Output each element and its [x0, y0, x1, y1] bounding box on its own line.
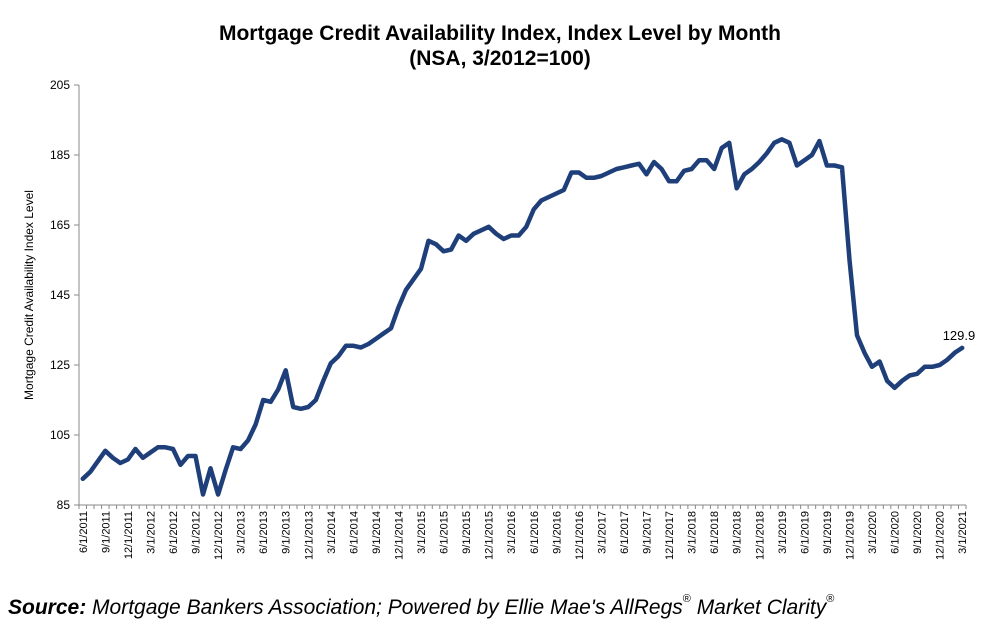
data-label-last: 129.9	[943, 328, 976, 343]
x-tick-label: 12/1/2019	[844, 511, 856, 560]
x-tick-label: 3/1/2019	[777, 511, 789, 554]
source-lead: Source:	[8, 596, 87, 619]
y-tick-label: 125	[50, 358, 70, 372]
x-tick-label: 6/1/2012	[168, 511, 180, 554]
x-tick-label: 12/1/2016	[574, 511, 586, 560]
x-tick-label: 6/1/2015	[439, 511, 451, 554]
y-axis-label: Mortgage Credit Availability Index Level	[22, 190, 36, 400]
chart-subtitle: (NSA, 3/2012=100)	[409, 47, 591, 70]
x-tick-label: 6/1/2013	[258, 511, 270, 554]
x-tick-label: 12/1/2018	[754, 511, 766, 560]
source-note: Source: Mortgage Bankers Association; Po…	[8, 593, 835, 620]
x-tick-label: 6/1/2011	[78, 511, 90, 553]
series-line	[80, 137, 965, 497]
x-tick-label: 6/1/2016	[529, 511, 541, 554]
x-tick-label: 9/1/2015	[461, 511, 473, 554]
y-tick-label: 85	[57, 498, 71, 512]
x-tick-label: 3/1/2013	[236, 511, 248, 554]
x-tick-label: 12/1/2013	[303, 511, 315, 560]
x-tick-label: 3/1/2017	[596, 511, 608, 554]
x-tick-label: 9/1/2016	[551, 511, 563, 554]
x-tick-label: 9/1/2020	[912, 511, 924, 554]
x-tick-label: 9/1/2012	[191, 511, 203, 554]
x-tick-label: 12/1/2017	[664, 511, 676, 560]
y-tick-label: 145	[50, 288, 70, 302]
x-tick-label: 6/1/2020	[890, 511, 902, 554]
y-tick-label: 185	[50, 148, 70, 162]
registered-mark: ®	[682, 593, 691, 605]
x-tick-label: 3/1/2012	[145, 511, 157, 554]
source-text: Mortgage Bankers Association; Powered by…	[86, 596, 683, 619]
x-tick-label: 9/1/2014	[371, 511, 383, 554]
x-tick-label: 12/1/2012	[213, 511, 225, 560]
x-tick-label: 9/1/2019	[822, 511, 834, 554]
chart-title: Mortgage Credit Availability Index, Inde…	[218, 22, 782, 45]
x-tick-label: 6/1/2018	[709, 511, 721, 554]
x-tick-label: 6/1/2019	[799, 511, 811, 554]
source-text-2: Market Clarity	[690, 596, 827, 619]
y-tick-label: 205	[50, 78, 70, 92]
x-tick-label: 3/1/2016	[506, 511, 518, 554]
x-tick-label: 12/1/2011	[123, 511, 135, 559]
x-tick-label: 9/1/2011	[100, 511, 112, 553]
line-chart: 85 105 125 145 165 185 205 6/1/2011 9/1/2011 12/…	[22, 78, 976, 560]
x-tick-label: 3/1/2018	[687, 511, 699, 554]
registered-mark: ®	[826, 593, 835, 605]
x-tick-label: 12/1/2015	[484, 511, 496, 560]
x-tick-label: 3/1/2014	[326, 511, 338, 554]
x-tick-label: 12/1/2014	[393, 511, 405, 560]
x-tick-label: 6/1/2017	[619, 511, 631, 554]
x-tick-label: 3/1/2021	[957, 511, 969, 554]
x-tick-label: 3/1/2015	[416, 511, 428, 554]
x-tick-label: 12/1/2020	[935, 511, 947, 560]
x-tick-label: 9/1/2017	[642, 511, 654, 554]
x-tick-label: 6/1/2014	[348, 511, 360, 554]
x-tick-label: 3/1/2020	[867, 511, 879, 554]
y-tick-label: 165	[50, 218, 70, 232]
x-tick-label: 9/1/2013	[281, 511, 293, 554]
y-tick-label: 105	[50, 428, 70, 442]
x-tick-label: 9/1/2018	[732, 511, 744, 554]
